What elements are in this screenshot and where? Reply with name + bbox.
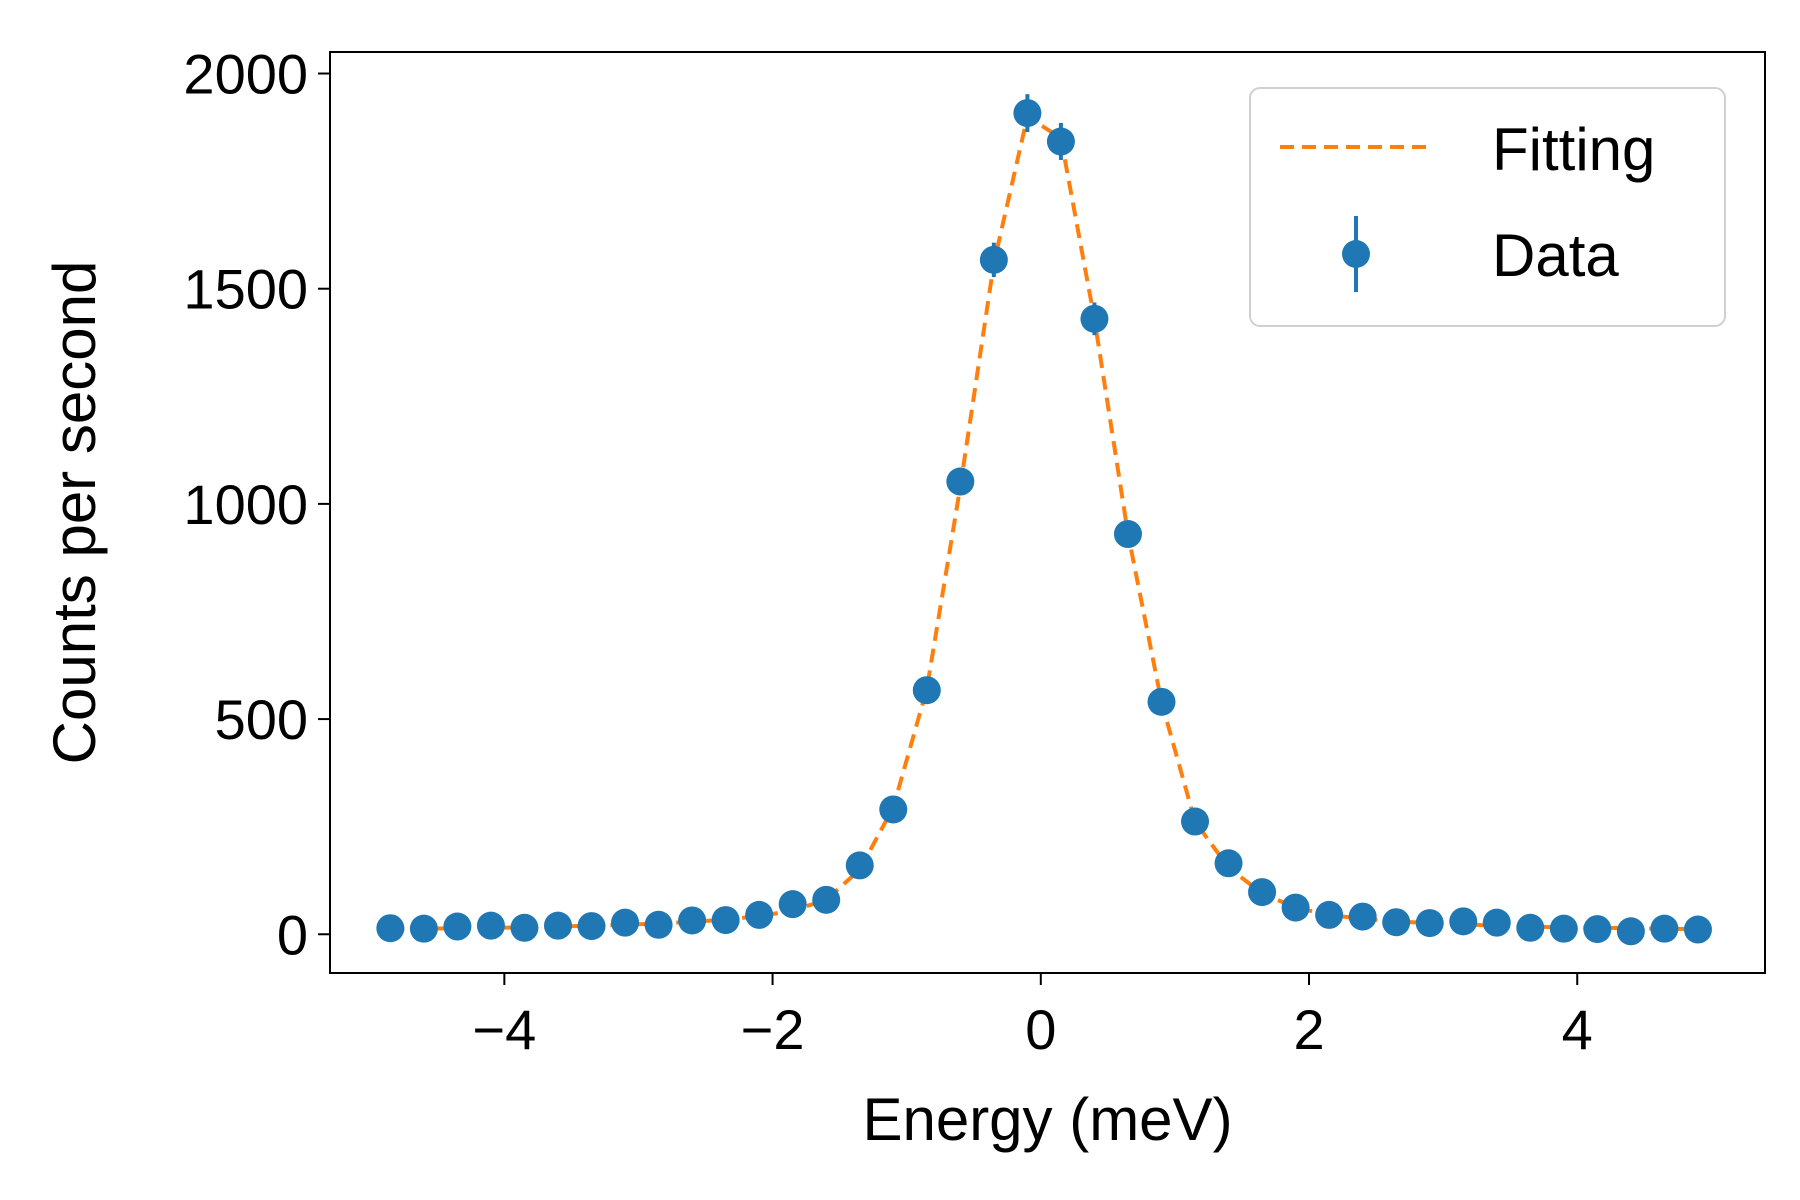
y-tick-label: 0 xyxy=(277,903,308,966)
legend-data-label: Data xyxy=(1492,222,1619,289)
x-axis-label: Energy (meV) xyxy=(862,1086,1232,1153)
data-point xyxy=(409,914,438,943)
data-point xyxy=(1315,900,1344,929)
data-point xyxy=(845,851,874,880)
data-point xyxy=(543,911,572,940)
data-point xyxy=(1650,914,1679,943)
data-point xyxy=(1214,849,1243,878)
data-point xyxy=(611,908,640,937)
fitting-line xyxy=(390,113,1698,932)
data-point xyxy=(376,914,405,943)
data-point xyxy=(1683,915,1712,944)
data-point xyxy=(1080,304,1109,333)
y-tick-label: 500 xyxy=(215,688,308,751)
data-point xyxy=(1147,687,1176,716)
data-point xyxy=(510,913,539,942)
data-point xyxy=(778,890,807,919)
data-point xyxy=(1583,915,1612,944)
x-tick-label: 0 xyxy=(1025,998,1056,1061)
x-tick-label: 4 xyxy=(1562,998,1593,1061)
legend: Fitting Data xyxy=(1249,87,1726,327)
data-point xyxy=(443,912,472,941)
data-point xyxy=(812,885,841,914)
x-tick-label: 2 xyxy=(1293,998,1324,1061)
data-point xyxy=(745,900,774,929)
data-point xyxy=(476,911,505,940)
x-tick-label: −4 xyxy=(472,998,536,1061)
data-point xyxy=(1616,917,1645,946)
data-point xyxy=(912,676,941,705)
x-tick-label: −2 xyxy=(741,998,805,1061)
plot-area xyxy=(376,94,1712,946)
data-point xyxy=(979,245,1008,274)
data-point xyxy=(1516,913,1545,942)
data-point xyxy=(1382,908,1411,937)
y-axis-label: Counts per second xyxy=(41,261,108,765)
data-point xyxy=(1449,907,1478,936)
y-tick-label: 1000 xyxy=(183,473,308,536)
data-point xyxy=(577,912,606,941)
data-point xyxy=(1281,893,1310,922)
data-point xyxy=(711,906,740,935)
y-axis: 0 500 1000 1500 2000 xyxy=(183,43,330,966)
data-point xyxy=(1482,908,1511,937)
legend-data-marker xyxy=(1342,240,1370,268)
data-point xyxy=(1046,127,1075,156)
data-point xyxy=(1415,909,1444,938)
data-point xyxy=(644,910,673,939)
x-axis: −4 −2 0 2 4 xyxy=(472,973,1593,1061)
data-point xyxy=(1013,99,1042,128)
legend-fitting-label: Fitting xyxy=(1492,116,1655,183)
data-point xyxy=(1113,520,1142,549)
data-point xyxy=(879,795,908,824)
data-point xyxy=(678,906,707,935)
y-tick-label: 2000 xyxy=(183,43,308,106)
y-tick-label: 1500 xyxy=(183,258,308,321)
data-point xyxy=(1248,878,1277,907)
data-point xyxy=(1181,807,1210,836)
axes-frame xyxy=(329,51,1766,974)
data-point xyxy=(1549,914,1578,943)
data-point xyxy=(946,467,975,496)
data-point xyxy=(1348,902,1377,931)
